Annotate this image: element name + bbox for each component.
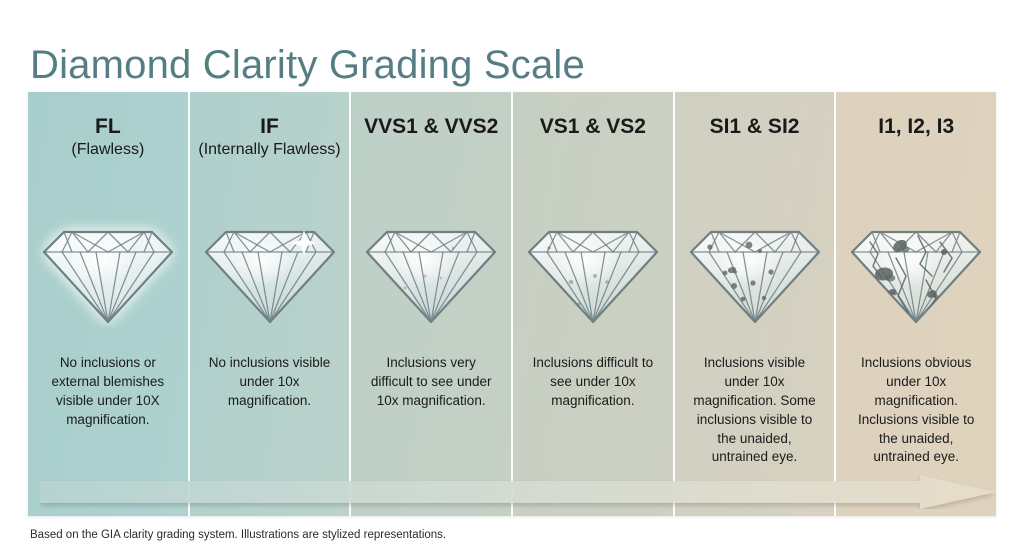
clarity-grade-header: I1, I2, I3 [872, 114, 960, 140]
grade-name: (Flawless) [71, 140, 145, 158]
clarity-grade-header: VVS1 & VVS2 [358, 114, 504, 140]
clarity-column-if: IF (Internally Flawless) No inclusions vis… [189, 92, 352, 516]
clarity-column-fl: FL (Flawless) No inclusions or external bl… [28, 92, 190, 516]
clarity-grade-header: SI1 & SI2 [704, 114, 806, 140]
grade-code: I1, I2, I3 [878, 115, 955, 138]
clarity-description: No inclusions or external blemishes visi… [51, 355, 165, 427]
clarity-grade-header: VS1 & VS2 [534, 114, 652, 140]
diamond-icon-vvs [355, 218, 507, 328]
grade-code: FL [95, 115, 121, 138]
clarity-description: No inclusions visible under 10x magnific… [208, 355, 331, 408]
grade-code: VS1 & VS2 [539, 115, 646, 138]
diamond-icon-si [679, 218, 831, 328]
diamond-icon-flawless [32, 218, 184, 328]
clarity-grade-header: FL (Flawless) [65, 114, 150, 159]
clarity-description: Inclusions obvious under 10x magnificati… [858, 355, 975, 465]
clarity-column-i1-i2-i3: I1, I2, I3 Inclusions obvious under 10x m… [836, 92, 996, 516]
clarity-column-vvs1-vvs2: VVS1 & VVS2 Inclusions very difficult to … [351, 92, 514, 516]
clarity-description: Inclusions difficult to see under 10x ma… [532, 355, 654, 408]
clarity-description: Inclusions very difficult to see under 1… [370, 355, 492, 408]
footnote: Based on the GIA clarity grading system.… [30, 529, 447, 541]
clarity-column-si1-si2: SI1 & SI2 Inclusions visible under 10x ma… [674, 92, 837, 516]
grade-code: IF [260, 115, 279, 138]
diamond-icon-included [840, 218, 992, 328]
grade-code: SI1 & SI2 [709, 115, 800, 138]
page-title: Diamond Clarity Grading Scale [30, 42, 585, 87]
clarity-column-vs1-vs2: VS1 & VS2 Inclusions difficult to see und… [513, 92, 675, 516]
grade-name: (Internally Flawless) [198, 140, 341, 158]
diamond-icon-vs [517, 218, 669, 328]
clarity-grade-header: IF (Internally Flawless) [192, 114, 346, 159]
diamond-icon-internally-flawless [194, 218, 346, 328]
grade-code: VVS1 & VVS2 [364, 115, 499, 138]
clarity-description: Inclusions visible under 10x magnificati… [693, 355, 816, 465]
clarity-scale-panel: FL (Flawless) No inclusions or external bl… [28, 92, 996, 516]
